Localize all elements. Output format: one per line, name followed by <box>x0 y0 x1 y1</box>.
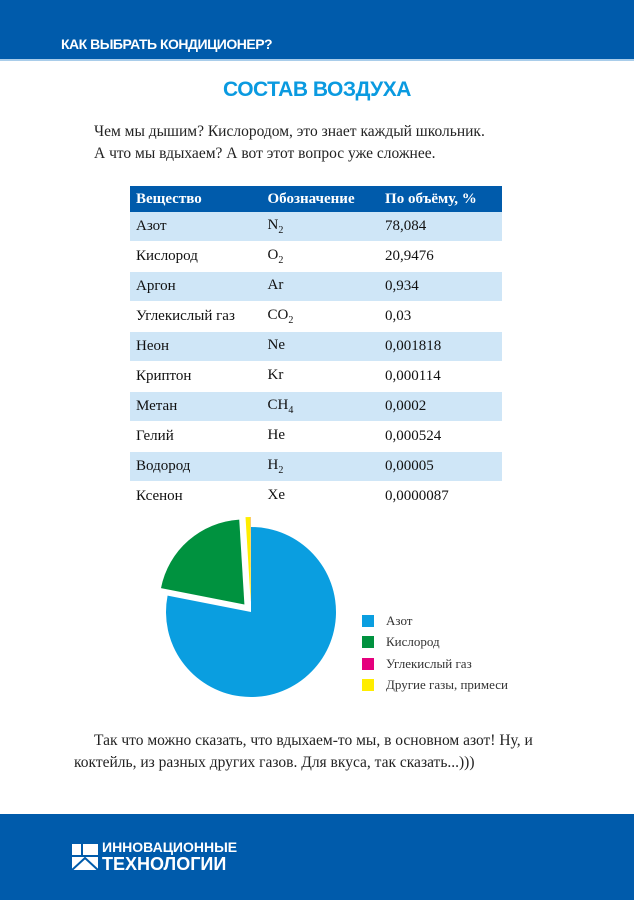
pie-slice <box>166 527 336 697</box>
pie-slice <box>160 519 245 605</box>
pie-slice <box>245 517 251 603</box>
legend-item: Углекислый газ <box>362 653 508 675</box>
footer-bar: ИННОВАЦИОННЫЕ ТЕХНОЛОГИИ <box>0 814 634 900</box>
substance-name: Аргон <box>130 271 262 302</box>
substance-name: Ксенон <box>130 481 262 512</box>
substance-name: Углекислый газ <box>130 301 262 332</box>
substance-name: Азот <box>130 212 262 242</box>
company-logo: ИННОВАЦИОННЫЕ ТЕХНОЛОГИИ <box>72 840 237 873</box>
table-row: Неон Ne 0,001818 <box>130 331 502 362</box>
chemical-symbol: CH4 <box>261 391 380 422</box>
symbol: O <box>267 247 279 263</box>
symbol-subscript: 4 <box>288 405 294 416</box>
symbol: He <box>267 427 286 443</box>
chemical-symbol: Ne <box>261 331 380 362</box>
volume-percent: 0,03 <box>379 301 502 332</box>
legend-item: Азот <box>362 610 508 632</box>
chemical-symbol: Ar <box>261 271 380 302</box>
volume-percent: 20,9476 <box>379 241 502 272</box>
page-title: СОСТАВ ВОЗДУХА <box>223 78 411 101</box>
substance-name: Криптон <box>130 361 262 392</box>
volume-percent: 0,0000087 <box>379 481 502 512</box>
symbol: Ar <box>267 277 284 293</box>
substance-name: Гелий <box>130 421 262 452</box>
legend-label: Азот <box>386 612 413 628</box>
volume-percent: 0,00005 <box>379 451 502 482</box>
chemical-symbol: N2 <box>261 212 380 242</box>
intro-line: Чем мы дышим? Кислородом, это знает кажд… <box>94 123 485 140</box>
volume-percent: 0,000114 <box>379 361 502 392</box>
air-composition-table: Вещество Обозначение По объёму, % Азот N… <box>130 186 502 512</box>
table-row: Ксенон Xe 0,0000087 <box>130 481 502 512</box>
table-row: Азот N2 78,084 <box>130 212 502 242</box>
volume-percent: 0,001818 <box>379 331 502 362</box>
symbol-subscript: 2 <box>278 465 284 476</box>
chemical-symbol: Kr <box>261 361 380 392</box>
chemical-symbol: CO2 <box>261 301 380 332</box>
symbol: Ne <box>267 337 286 353</box>
chart-legend: Азот Кислород Углекислый газ Другие газы, п… <box>362 610 508 696</box>
substance-name: Метан <box>130 391 262 422</box>
substance-name: Водород <box>130 451 262 482</box>
chemical-symbol: Xe <box>261 481 380 512</box>
symbol: H <box>267 457 279 473</box>
legend-item: Кислород <box>362 632 508 654</box>
legend-label: Другие газы, примеси <box>386 677 508 693</box>
volume-percent: 78,084 <box>379 212 502 242</box>
table-row: Метан CH4 0,0002 <box>130 391 502 422</box>
outro-text: Так что можно сказать, что вдыхаем-то мы… <box>74 732 533 771</box>
legend-swatch <box>362 679 374 692</box>
symbol: Xe <box>267 487 286 503</box>
volume-percent: 0,934 <box>379 271 502 302</box>
symbol: CH <box>267 397 289 413</box>
logo-icon <box>72 843 98 870</box>
column-header: Обозначение <box>261 186 380 212</box>
substance-name: Неон <box>130 331 262 362</box>
legend-swatch <box>362 636 374 649</box>
legend-item: Другие газы, примеси <box>362 675 508 697</box>
logo-text: ТЕХНОЛОГИИ <box>102 854 227 874</box>
header-title: КАК ВЫБРАТЬ КОНДИЦИОНЕР? <box>61 36 273 52</box>
table-row: Водород H2 0,00005 <box>130 451 502 482</box>
table-row: Углекислый газ CO2 0,03 <box>130 301 502 332</box>
symbol-subscript: 2 <box>278 225 284 236</box>
legend-swatch <box>362 614 374 627</box>
symbol: N <box>267 217 279 233</box>
logo-text: ИННОВАЦИОННЫЕ <box>102 839 238 855</box>
substance-name: Кислород <box>130 241 262 272</box>
table-row: Аргон Ar 0,934 <box>130 271 502 302</box>
column-header: По объёму, % <box>379 186 502 212</box>
legend-label: Кислород <box>386 634 440 650</box>
symbol: Kr <box>267 367 284 383</box>
pie-chart <box>160 517 336 697</box>
intro-text: Чем мы дышим? Кислородом, это знает кажд… <box>94 121 485 165</box>
chemical-symbol: He <box>261 421 380 452</box>
legend-swatch <box>362 657 374 670</box>
volume-percent: 0,0002 <box>379 391 502 422</box>
table-row: Кислород O2 20,9476 <box>130 241 502 272</box>
chemical-symbol: H2 <box>261 451 380 482</box>
column-header: Вещество <box>130 186 262 212</box>
intro-line: А что мы вдыхаем? А вот этот вопрос уже … <box>94 145 436 162</box>
symbol-subscript: 2 <box>278 255 284 266</box>
symbol-subscript: 2 <box>288 315 294 326</box>
header-bar: КАК ВЫБРАТЬ КОНДИЦИОНЕР? <box>0 0 634 61</box>
table-row: Гелий He 0,000524 <box>130 421 502 452</box>
legend-label: Углекислый газ <box>386 655 472 671</box>
table-row: Криптон Kr 0,000114 <box>130 361 502 392</box>
symbol: CO <box>267 307 289 323</box>
volume-percent: 0,000524 <box>379 421 502 452</box>
chemical-symbol: O2 <box>261 241 380 272</box>
